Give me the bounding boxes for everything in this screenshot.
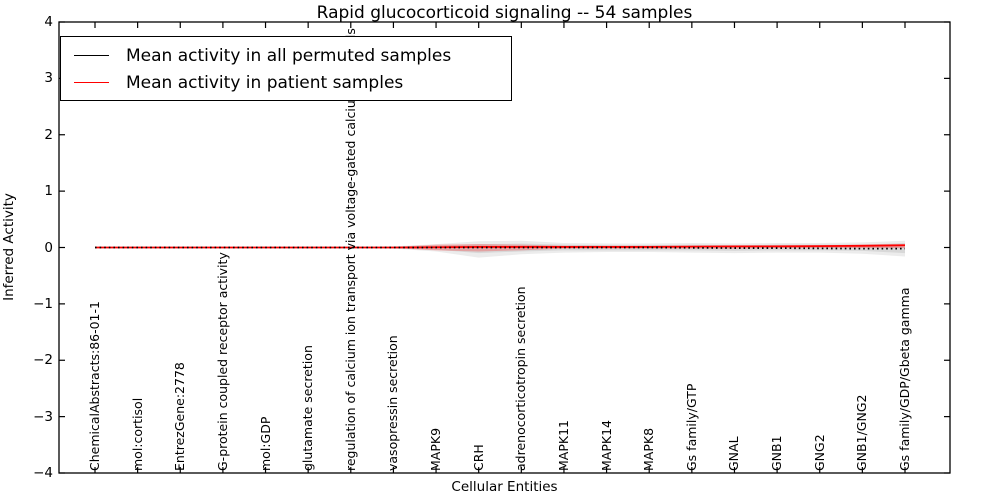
- band-permuted-samples-outer-range: [95, 240, 905, 258]
- x-axis-label: Cellular Entities: [451, 479, 558, 495]
- legend: Mean activity in all permuted samples Mea…: [60, 36, 512, 101]
- legend-entry: Mean activity in patient samples: [61, 69, 511, 96]
- legend-line-swatch: [74, 82, 109, 83]
- legend-line-swatch: [74, 55, 109, 56]
- permuted-mean-line: [95, 246, 905, 250]
- legend-label: Mean activity in patient samples: [126, 72, 404, 93]
- chart-title: Rapid glucocorticoid signaling -- 54 sam…: [316, 3, 693, 23]
- legend-entry: Mean activity in all permuted samples: [61, 42, 511, 69]
- legend-label: Mean activity in all permuted samples: [126, 45, 452, 66]
